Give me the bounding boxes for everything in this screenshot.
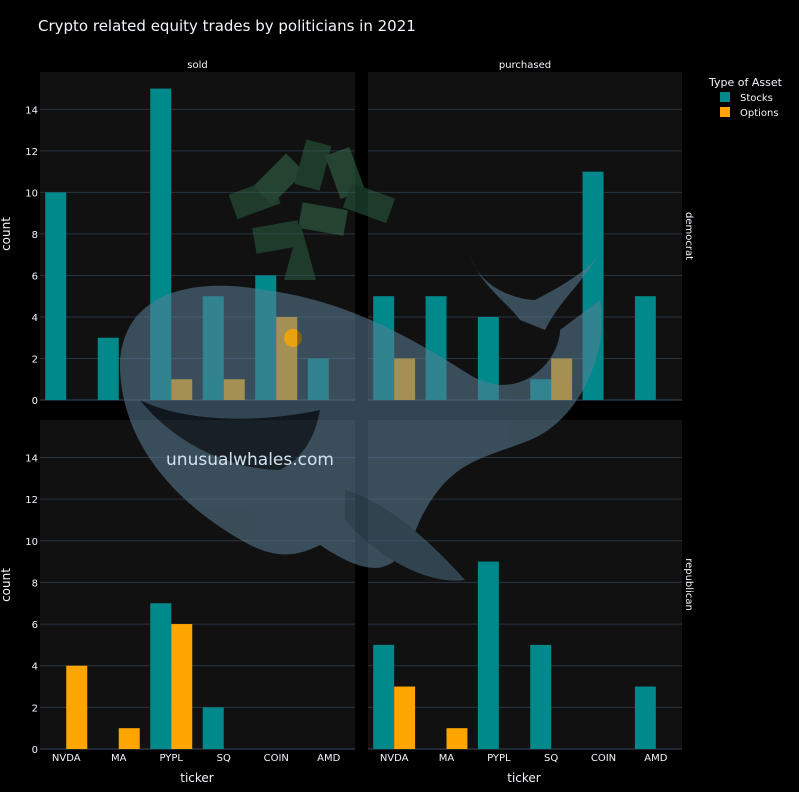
- bar-republican-sold-options-pypl[interactable]: [171, 624, 193, 749]
- y-tick-label: 0: [32, 396, 38, 407]
- y-tick-label: 14: [25, 105, 38, 116]
- chart-title: Crypto related equity trades by politici…: [38, 17, 416, 35]
- whale-fin-icon: [345, 490, 465, 581]
- facet-header-purchased: purchased: [499, 60, 551, 71]
- bar-democrat-purchased-stocks-amd[interactable]: [634, 296, 656, 400]
- x-tick-label: COIN: [264, 753, 289, 764]
- y-tick-label: 10: [25, 537, 38, 548]
- legend-label-stocks: Stocks: [740, 93, 773, 104]
- y-tick-label: 8: [32, 230, 38, 241]
- y-tick-label: 12: [25, 147, 38, 158]
- x-tick-label: PYPL: [159, 753, 183, 764]
- x-tick-label: AMD: [644, 753, 667, 764]
- x-tick-label: SQ: [217, 753, 231, 764]
- watermark-text: unusualwhales.com: [166, 450, 334, 470]
- y-tick-label: 8: [32, 578, 38, 589]
- bar-republican-purchased-options-ma[interactable]: [446, 728, 468, 749]
- y-tick-label: 12: [25, 495, 38, 506]
- x-tick-label: SQ: [544, 753, 558, 764]
- legend-title: Type of Asset: [708, 76, 783, 89]
- y-tick-label: 14: [25, 453, 38, 464]
- y-tick-label: 10: [25, 188, 38, 199]
- y-tick-label: 2: [32, 703, 38, 714]
- y-tick-label: 4: [32, 313, 38, 324]
- x-tick-label: MA: [439, 753, 455, 764]
- y-axis-title-democrat: count: [0, 217, 13, 251]
- x-axis-title-sold: ticker: [180, 771, 214, 785]
- x-tick-label: PYPL: [487, 753, 511, 764]
- bar-republican-purchased-stocks-pypl[interactable]: [477, 561, 499, 749]
- y-tick-label: 0: [32, 745, 38, 756]
- bar-republican-purchased-stocks-amd[interactable]: [634, 686, 656, 749]
- y-axis-title-republican: count: [0, 568, 13, 602]
- bar-republican-sold-options-ma[interactable]: [118, 728, 140, 749]
- whale-watermark: [119, 139, 602, 581]
- x-tick-label: MA: [111, 753, 127, 764]
- y-tick-label: 4: [32, 662, 38, 673]
- facet-header-sold: sold: [187, 60, 207, 71]
- legend-item-stocks[interactable]: Stocks: [720, 92, 773, 104]
- legend-label-options: Options: [740, 108, 779, 119]
- bar-democrat-purchased-stocks-pypl[interactable]: [477, 316, 499, 400]
- bar-democrat-sold-stocks-ma[interactable]: [97, 337, 119, 400]
- facet-header-democrat: democrat: [683, 212, 694, 260]
- facet-header-republican: republican: [683, 558, 694, 611]
- money-fan-icon: [228, 139, 396, 280]
- bar-republican-purchased-stocks-sq[interactable]: [530, 644, 552, 749]
- bar-republican-purchased-stocks-nvda[interactable]: [373, 644, 395, 749]
- legend-swatch-stocks: [720, 92, 730, 102]
- legend: Type of Asset Stocks Options: [708, 76, 783, 119]
- bar-republican-sold-options-nvda[interactable]: [66, 665, 88, 749]
- bar-republican-purchased-options-nvda[interactable]: [394, 686, 416, 749]
- x-tick-label: AMD: [317, 753, 340, 764]
- bar-democrat-sold-stocks-nvda[interactable]: [45, 192, 67, 400]
- whale-eye-icon: [284, 329, 302, 347]
- bar-republican-sold-stocks-pypl[interactable]: [150, 603, 172, 749]
- x-tick-label: COIN: [591, 753, 616, 764]
- x-tick-label: NVDA: [52, 753, 81, 764]
- whale-body-icon: [119, 285, 602, 568]
- y-tick-label: 6: [32, 271, 38, 282]
- y-tick-label: 6: [32, 620, 38, 631]
- legend-item-options[interactable]: Options: [720, 107, 779, 119]
- whale-tail-icon: [470, 255, 598, 330]
- x-axis-title-purchased: ticker: [507, 771, 541, 785]
- x-tick-label: NVDA: [380, 753, 409, 764]
- y-tick-label: 2: [32, 354, 38, 365]
- bar-republican-sold-stocks-sq[interactable]: [202, 707, 224, 749]
- whale-mouth-icon: [140, 400, 320, 470]
- legend-swatch-options: [720, 107, 730, 117]
